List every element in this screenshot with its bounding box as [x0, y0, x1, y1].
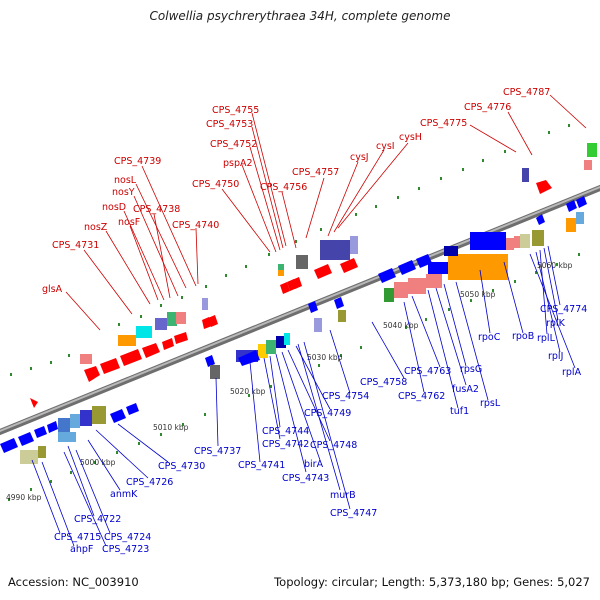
gene-label-reverse: CPS_4722 — [74, 514, 121, 525]
gene-label-reverse: CPS_4730 — [158, 461, 205, 472]
accession-text: Accession: NC_003910 — [8, 575, 139, 589]
gene-label-forward: CPS_4775 — [420, 118, 467, 129]
gene-label-reverse: murB — [330, 490, 356, 501]
gene-label-reverse: CPS_4758 — [360, 377, 407, 388]
tick-label: 5050 kbp — [460, 290, 496, 299]
gene-label-forward: CPS_4738 — [133, 204, 180, 215]
genome-summary-text: Topology: circular; Length: 5,373,180 bp… — [274, 575, 590, 589]
gene-label-reverse: ahpF — [70, 544, 93, 555]
gene-label-reverse: CPS_4774 — [540, 304, 587, 315]
gene-label-forward: CPS_4755 — [212, 105, 259, 116]
gene-label-reverse: CPS_4762 — [398, 391, 445, 402]
gene-label-reverse: rpsG — [460, 364, 482, 375]
tick-label: 5040 kbp — [383, 321, 419, 330]
gene-label-reverse: rpoC — [478, 332, 501, 343]
gene-label-reverse: CPS_4744 — [262, 426, 309, 437]
gene-label-reverse: anmK — [110, 489, 138, 500]
gene-label-forward: cysI — [376, 141, 395, 152]
outer-dot-ring — [10, 124, 570, 376]
gene-label-reverse: rpsL — [480, 398, 501, 409]
gene-label-forward: CPS_4731 — [52, 240, 99, 251]
gene-label-forward: CPS_4740 — [172, 220, 219, 231]
gene-label-forward: nosD — [102, 202, 126, 213]
tick-labels: 4990 kbp 5000 kbp 5010 kbp 5020 kbp 5030… — [6, 261, 573, 502]
tick-label: 5020 kbp — [230, 387, 266, 396]
gene-label-reverse: rplA — [562, 367, 582, 378]
gene-label-reverse: rplK — [546, 318, 566, 329]
gene-label-reverse: CPS_4723 — [102, 544, 149, 555]
gene-label-reverse: rplL — [537, 333, 556, 344]
gene-label-reverse: rplJ — [548, 351, 563, 362]
inner-dot-ring — [8, 253, 580, 501]
gene-label-reverse: CPS_4748 — [310, 440, 357, 451]
gene-label-forward: cysJ — [350, 152, 369, 163]
gene-label-reverse: CPS_4754 — [322, 391, 369, 402]
gene-label-forward: CPS_4739 — [114, 156, 161, 167]
gene-label-reverse: rpoB — [512, 331, 534, 342]
gene-label-reverse: CPS_4737 — [194, 446, 241, 457]
genome-backbone-highlight — [0, 185, 600, 433]
figure-title: Colwellia psychrerythraea 34H, complete … — [149, 9, 451, 23]
gene-label-reverse: birA — [304, 459, 324, 470]
tick-label: 5010 kbp — [153, 423, 189, 432]
gene-label-forward: cysH — [399, 132, 422, 143]
gene-label-reverse: CPS_4741 — [238, 460, 285, 471]
tick-label: 5060 kbp — [537, 261, 573, 270]
gene-label-reverse: CPS_4743 — [282, 473, 329, 484]
gene-label-reverse: CPS_4715 — [54, 532, 101, 543]
reverse-leader-lines — [31, 245, 576, 547]
forward-leader-lines — [65, 94, 587, 331]
gene-label-forward: nosL — [114, 175, 137, 186]
gene-label-forward: pspA2 — [223, 158, 253, 169]
gene-label-reverse: CPS_4747 — [330, 508, 377, 519]
gene-label-forward: nosZ — [84, 222, 108, 233]
gene-label-reverse: CPS_4724 — [104, 532, 151, 543]
gene-label-forward: glsA — [42, 284, 63, 295]
gene-label-reverse: fusA2 — [452, 384, 479, 395]
gene-label-forward: CPS_4750 — [192, 179, 239, 190]
gene-label-forward: CPS_4752 — [210, 139, 257, 150]
reverse-strand-genes — [0, 196, 587, 464]
gene-label-forward: nosF — [118, 217, 140, 228]
gene-label-reverse: CPS_4763 — [404, 366, 451, 377]
gene-label-reverse: tuf1 — [450, 406, 469, 417]
tick-label: 4990 kbp — [6, 493, 42, 502]
gene-label-reverse: CPS_4749 — [304, 408, 351, 419]
gene-label-forward: CPS_4787 — [503, 87, 550, 98]
forward-strand-labels: CPS_4787 CPS_4776 CPS_4775 cysH cysI cys… — [42, 87, 550, 295]
tick-label: 5000 kbp — [80, 458, 116, 467]
reverse-strand-labels: CPS_4774 rplK rplL rplJ rplA rpoB rpoC r… — [54, 304, 587, 555]
gene-label-forward: CPS_4757 — [292, 167, 339, 178]
tick-label: 5030 kbp — [307, 353, 343, 362]
gene-label-forward: CPS_4756 — [260, 182, 307, 193]
forward-strand-genes — [30, 143, 597, 408]
gene-label-reverse: CPS_4742 — [262, 439, 309, 450]
gene-label-forward: nosY — [112, 187, 135, 198]
gene-label-forward: CPS_4753 — [206, 119, 253, 130]
gene-label-forward: CPS_4776 — [464, 102, 511, 113]
gene-label-reverse: CPS_4726 — [126, 477, 173, 488]
